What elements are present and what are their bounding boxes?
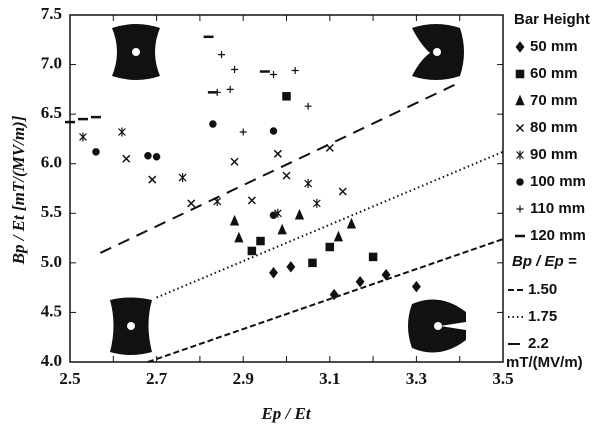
point <box>152 153 161 161</box>
point <box>247 246 257 256</box>
point <box>286 261 296 273</box>
y-tick-label: 6.0 <box>41 153 62 172</box>
point <box>256 236 265 246</box>
legend-label: 1.75 <box>528 308 557 325</box>
lines-title: Bp / Ep = <box>512 253 577 270</box>
point <box>269 127 278 135</box>
y-tick-label: 7.0 <box>41 53 62 72</box>
y-tick-label: 4.5 <box>41 301 62 320</box>
y-tick-label: 6.5 <box>41 103 62 122</box>
legend-marker <box>516 178 524 186</box>
legend-label: 50 mm <box>530 38 578 55</box>
y-tick-label: 5.0 <box>41 252 62 271</box>
legend-marker <box>516 205 524 213</box>
x-tick-label: 3.3 <box>406 369 427 388</box>
legend-marker <box>515 69 525 79</box>
point <box>229 214 240 226</box>
point <box>338 187 347 196</box>
x-tick-label: 3.5 <box>492 369 513 388</box>
point <box>304 179 313 189</box>
ratio-line <box>99 81 461 254</box>
point <box>213 196 222 206</box>
y-tick-label: 5.5 <box>41 202 62 221</box>
point <box>294 208 305 220</box>
point <box>411 280 421 293</box>
y-axis-label: Bp / Et [mT/(MV/m)] <box>9 115 28 265</box>
legend-label: 2.2 <box>528 335 549 352</box>
legend-label: 90 mm <box>530 146 578 163</box>
point <box>234 231 244 243</box>
y-tick-label: 4.0 <box>41 351 62 370</box>
point <box>368 252 378 262</box>
point <box>187 199 196 208</box>
point <box>231 66 239 74</box>
ratio-line <box>156 150 504 299</box>
point <box>308 258 317 268</box>
point <box>144 152 152 160</box>
point <box>346 217 357 229</box>
point <box>79 132 87 142</box>
cavity-icons <box>110 24 466 355</box>
legend-label: 120 mm <box>530 227 586 244</box>
point <box>277 223 287 235</box>
x-tick-label: 2.7 <box>146 369 168 388</box>
cavity-hole <box>132 48 140 56</box>
legend-label: 60 mm <box>530 65 578 82</box>
point <box>178 173 187 183</box>
point <box>333 230 344 242</box>
lines-unit: mT/(MV/m) <box>506 354 583 371</box>
point <box>247 196 256 205</box>
x-axis-label: Ep / Et <box>260 404 311 423</box>
legend-label: 80 mm <box>530 119 578 136</box>
point <box>381 269 391 281</box>
point <box>122 154 131 163</box>
point <box>282 171 291 180</box>
point <box>269 267 278 279</box>
cavity-hole <box>434 322 442 330</box>
legend-marker <box>515 41 525 53</box>
legend-title: Bar Height <box>514 11 590 28</box>
cavity-hole <box>433 48 441 56</box>
point <box>239 128 247 136</box>
legend-marker <box>515 123 525 133</box>
legend-label: 100 mm <box>530 173 586 190</box>
point <box>273 149 282 158</box>
legend-label: 1.50 <box>528 281 557 298</box>
point <box>92 148 100 156</box>
x-tick-label: 3.1 <box>319 369 340 388</box>
point <box>282 92 291 101</box>
point <box>325 242 335 252</box>
point <box>218 51 226 59</box>
cavity-hole <box>127 322 135 330</box>
point <box>355 275 365 288</box>
x-tick-label: 2.9 <box>233 369 254 388</box>
legend-label: 70 mm <box>530 92 578 109</box>
point <box>148 175 157 184</box>
point <box>226 85 234 93</box>
legend-marker <box>516 150 524 160</box>
point <box>329 288 339 301</box>
point <box>304 102 312 110</box>
point <box>291 67 299 75</box>
point <box>325 143 334 152</box>
x-tick-label: 2.5 <box>59 369 80 388</box>
point <box>209 120 217 128</box>
point <box>312 198 321 208</box>
point <box>270 70 278 78</box>
legend-marker <box>515 94 525 106</box>
point <box>269 211 278 220</box>
legend-label: 110 mm <box>530 200 585 217</box>
point <box>230 157 239 166</box>
point <box>118 127 126 137</box>
y-tick-label: 7.5 <box>41 4 62 23</box>
